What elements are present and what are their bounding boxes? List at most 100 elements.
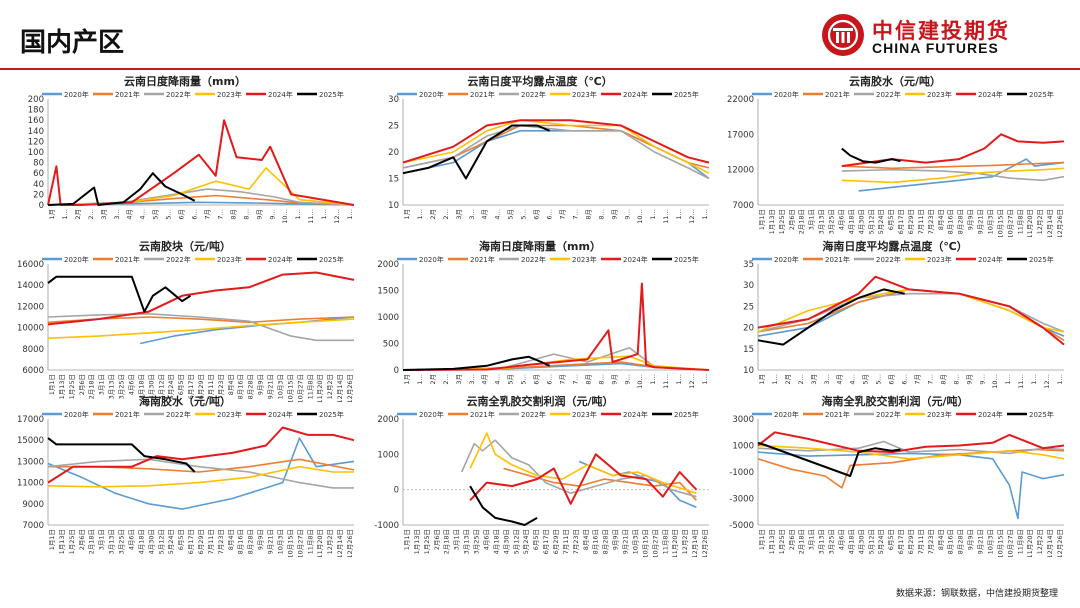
y-tick-label: 0 (394, 366, 399, 376)
x-tick-label: 6… (546, 374, 554, 385)
legend-label: 2020年 (64, 90, 89, 99)
y-tick-label: 30 (743, 281, 754, 291)
chart-panel-yunnan-block: 云南胶块（元/吨） 2020年 2021年 2022年 2023年 2024年 2025年 6… (10, 237, 360, 402)
series-line (402, 124, 710, 169)
x-tick-label: 1月25日 (423, 529, 431, 554)
x-tick-label: 1月25日 (778, 529, 786, 554)
x-tick-label: 5月12日 (867, 209, 875, 234)
x-tick-label: 5月 (507, 209, 515, 220)
y-tick-label: 1500 (377, 287, 399, 297)
x-tick-label: 11月20日 (1026, 529, 1034, 557)
x-tick-label: 8月16日 (947, 209, 955, 234)
y-tick-label: 140 (28, 127, 44, 137)
x-tick-label: 1月1日 (758, 209, 766, 230)
x-tick-label: 2月18日 (798, 529, 806, 554)
x-tick-label: 4月30日 (147, 529, 155, 554)
x-tick-label: 11… (1017, 374, 1025, 389)
chart-panel-hainan-dewpoint: 海南日度平均露点温度（℃） 2020年 2021年 2022年 2023年 2024年 20… (720, 237, 1070, 402)
x-tick-label: 10月15日 (286, 374, 294, 402)
x-tick-label: 11月8日 (306, 529, 314, 554)
x-tick-label: 3月1日 (808, 529, 816, 550)
x-tick-label: 2… (797, 374, 805, 385)
x-tick-label: 8月 (584, 209, 592, 220)
legend-label: 2020年 (419, 255, 444, 264)
legend-label: 2023年 (927, 255, 952, 264)
header-divider (0, 68, 1080, 70)
x-tick-label: 8… (597, 374, 605, 385)
x-tick-label: 5月 (862, 374, 870, 385)
series-line (841, 147, 901, 164)
legend-label: 2021年 (470, 410, 495, 419)
x-tick-label: 2月6日 (433, 529, 441, 550)
x-tick-label: 6… (191, 209, 199, 220)
x-tick-label: 10月15日 (641, 529, 649, 557)
series-line (757, 288, 905, 346)
series-line (47, 172, 196, 206)
x-tick-label: 12… (688, 209, 696, 224)
x-tick-label: 3… (468, 374, 476, 385)
x-tick-label: 2月18日 (88, 374, 96, 399)
x-tick-label: 6月 (178, 209, 186, 220)
x-tick-label: 3月 (100, 209, 108, 220)
legend-label: 2023年 (217, 90, 242, 99)
x-tick-label: 4月30日 (502, 529, 510, 554)
legend-label: 2022年 (166, 90, 191, 99)
x-tick-label: 12月14日 (336, 374, 344, 402)
x-tick-label: 8… (597, 209, 605, 220)
x-tick-label: 5月12日 (157, 529, 165, 554)
x-tick-label: 12月2日 (326, 529, 334, 554)
x-tick-label: 2月6日 (78, 374, 86, 395)
legend-label: 2023年 (572, 410, 597, 419)
x-tick-label: 3月 (810, 374, 818, 385)
x-tick-label: 1月13日 (58, 529, 66, 554)
x-tick-label: 3月1日 (98, 529, 106, 550)
legend-label: 2024年 (623, 90, 648, 99)
x-tick-label: 2… (442, 209, 450, 220)
y-tick-label: 10 (388, 201, 399, 211)
series-line (47, 313, 354, 342)
legend-label: 2025年 (319, 90, 344, 99)
x-tick-label: 7月23日 (927, 209, 935, 234)
series-line (47, 271, 355, 326)
x-tick-label: 7月 (203, 209, 211, 220)
y-tick-label: 16000 (17, 260, 44, 270)
x-tick-label: 12… (1043, 374, 1051, 389)
x-tick-label: 3… (823, 374, 831, 385)
x-tick-label: 5月24日 (877, 529, 885, 554)
x-tick-label: 7… (216, 209, 224, 220)
x-tick-label: 4月18日 (847, 529, 855, 554)
chart-svg: 海南全乳胶交割利润（元/吨） 2020年 2021年 2022年 2023年 2024年 2… (729, 394, 1065, 557)
x-tick-label: 12月14日 (336, 529, 344, 557)
legend-label: 2021年 (825, 90, 850, 99)
y-tick-label: 35 (743, 260, 754, 270)
y-tick-label: 100 (28, 148, 44, 158)
x-tick-label: 12月14日 (1046, 209, 1054, 237)
x-tick-label: 6月 (888, 374, 896, 385)
x-tick-label: 1月 (48, 209, 56, 220)
x-tick-label: 12月2日 (681, 529, 689, 554)
x-tick-label: 1… (346, 209, 354, 220)
legend-label: 2024年 (978, 410, 1003, 419)
x-tick-label: 11月8日 (1016, 209, 1024, 234)
chart-title: 云南日度平均露点温度（℃） (467, 74, 612, 88)
x-tick-label: 8… (242, 209, 250, 220)
legend-label: 2020年 (774, 90, 799, 99)
x-tick-label: 3月13日 (463, 529, 471, 554)
series-line (47, 458, 354, 489)
series-line (469, 432, 697, 494)
x-tick-label: 6月17日 (897, 529, 905, 554)
legend-label: 2020年 (419, 90, 444, 99)
series-line (757, 275, 1065, 346)
x-tick-label: 6月17日 (542, 529, 550, 554)
chart-svg: 云南胶水（元/吨） 2020年 2021年 2022年 2023年 2024年 2025年 7… (727, 74, 1065, 237)
series-line (757, 444, 1065, 460)
chart-panel-yunnan-rainfall: 云南日度降雨量（mm） 2020年 2021年 2022年 2023年 2024年 2025… (10, 72, 360, 237)
x-tick-label: 5月 (507, 374, 515, 385)
legend-label: 2021年 (470, 255, 495, 264)
x-tick-label: 1… (1030, 374, 1038, 385)
x-tick-label: 11月20日 (671, 529, 679, 557)
legend-label: 2022年 (166, 255, 191, 264)
series-line (47, 437, 196, 473)
chart-svg: 海南胶水（元/吨） 2020年 2021年 2022年 2023年 2024年 2025年 7… (17, 394, 355, 557)
x-tick-label: 2月6日 (788, 529, 796, 550)
